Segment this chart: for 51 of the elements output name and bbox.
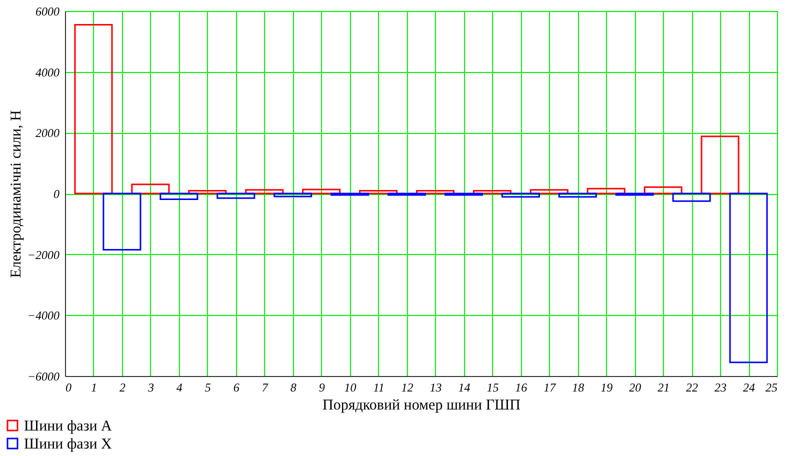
bar: [388, 192, 426, 196]
x-tick-label: 7: [262, 380, 269, 394]
x-tick-label: 10: [344, 380, 356, 394]
x-tick-label: 19: [600, 380, 613, 394]
bar: [729, 192, 768, 364]
x-tick-label: 18: [572, 380, 584, 394]
x-tick-label: 21: [658, 380, 670, 394]
x-tick-label: 25: [766, 380, 778, 394]
x-tick-label: 6: [233, 380, 240, 394]
y-tick-label: −6000: [27, 370, 60, 384]
x-tick-label: 20: [629, 380, 642, 394]
x-tick-label: 13: [430, 380, 442, 394]
y-tick-label: −4000: [27, 308, 60, 323]
bar: [501, 192, 540, 198]
y-axis-title: Електродинамічні сили, Н: [8, 110, 24, 278]
bar: [160, 192, 198, 200]
x-axis-title: Порядковий номер шини ГШП: [322, 398, 521, 414]
bar: [615, 192, 654, 196]
x-tick-label: 3: [146, 380, 154, 394]
x-tick-label: 17: [544, 380, 557, 394]
x-tick-label: 14: [458, 380, 470, 394]
y-tick-label: 6000: [36, 4, 60, 18]
x-tick-label: 1: [90, 380, 97, 394]
x-tick-label: 15: [486, 380, 499, 394]
x-tick-label: 22: [686, 380, 698, 394]
bar: [558, 192, 597, 198]
x-tick-label: 2: [119, 380, 126, 394]
x-tick-label: 23: [714, 380, 727, 394]
y-tick-label: 4000: [36, 65, 60, 80]
bar: [102, 192, 142, 251]
legend-label: Шини фази А: [24, 418, 112, 434]
bar: [74, 24, 113, 194]
x-tick-label: 9: [318, 380, 325, 394]
x-tick-label: 4: [176, 380, 182, 394]
y-tick-label: 0: [54, 187, 60, 201]
x-tick-label: 0: [66, 380, 72, 394]
bar: [330, 192, 370, 196]
x-tick-label: 8: [290, 380, 296, 394]
bar: [216, 192, 256, 199]
y-tick-label: 2000: [36, 126, 60, 140]
x-tick-label: 11: [373, 380, 384, 394]
x-tick-label: 5: [204, 380, 211, 394]
x-tick-label: 12: [401, 380, 414, 394]
bar: [700, 136, 740, 194]
legend-label: Шини фази X: [24, 436, 112, 452]
bar: [672, 192, 711, 202]
y-tick-label: −2000: [27, 248, 60, 262]
bar: [444, 192, 483, 196]
x-tick-label: 16: [515, 380, 528, 394]
x-tick-label: 24: [743, 380, 756, 394]
bar: [274, 192, 312, 198]
